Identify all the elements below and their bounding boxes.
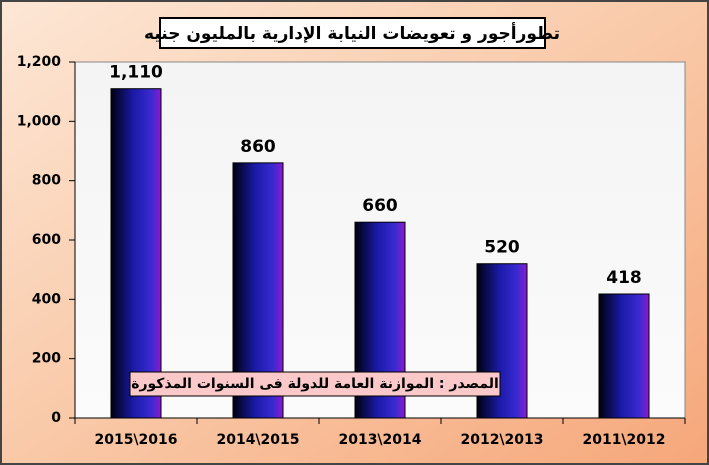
y-tick-label: 200 (32, 351, 61, 367)
value-label: 1,110 (109, 63, 163, 83)
y-tick-label: 1,200 (17, 54, 62, 70)
x-tick-label: 2013\2014 (338, 432, 421, 448)
source-box (129, 371, 501, 397)
y-tick-label: 400 (32, 291, 61, 307)
value-label: 860 (240, 137, 276, 157)
bar (110, 88, 162, 419)
value-label: 660 (362, 196, 398, 216)
source-note: المصدر : الموازنة العامة للدولة فى السنو… (131, 376, 499, 392)
value-label: 418 (606, 268, 642, 288)
x-tick-label: 2014\2015 (216, 432, 299, 448)
y-tick-label: 1,000 (17, 113, 62, 129)
x-tick-label: 2015\2016 (94, 432, 177, 448)
chart-title: تطورأجور و تعويضات النيابة الإدارية بالم… (144, 22, 560, 44)
value-label: 520 (484, 238, 520, 258)
y-tick-label: 0 (51, 410, 61, 426)
y-tick-label: 800 (32, 173, 61, 189)
y-tick-label: 600 (32, 232, 61, 248)
title-box (159, 17, 546, 49)
x-tick-label: 2012\2013 (460, 432, 543, 448)
bar (598, 293, 650, 419)
x-tick-label: 2011\2012 (582, 432, 665, 448)
